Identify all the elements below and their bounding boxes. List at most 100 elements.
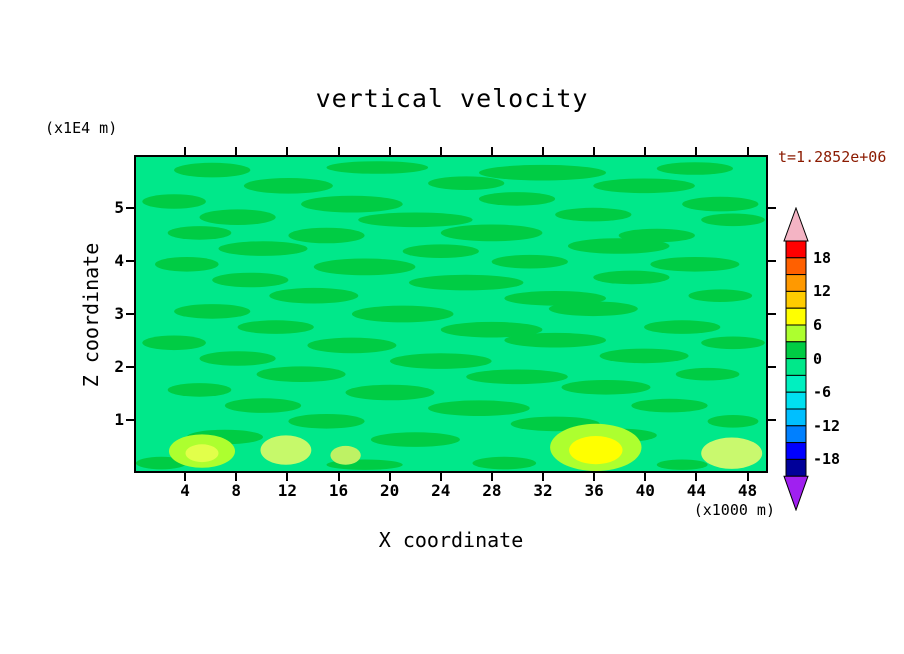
z-tick-label: 2 — [114, 357, 124, 376]
colorbar-cell — [785, 341, 807, 360]
x-tick-mark-bottom — [644, 473, 647, 481]
z-tick-label: 1 — [114, 410, 124, 429]
contour-streak — [351, 305, 454, 323]
contour-hotspot — [260, 435, 312, 465]
contour-streak — [707, 415, 759, 428]
x-tick-mark-top — [490, 147, 493, 155]
contour-hotspot — [330, 445, 361, 465]
x-tick-label: 32 — [533, 481, 553, 500]
contour-streak — [409, 274, 524, 291]
colorbar-cell — [785, 274, 807, 292]
z-tick-mark-left — [126, 313, 134, 315]
x-tick-mark-bottom — [593, 473, 596, 481]
colorbar-tick-label: 12 — [813, 282, 832, 301]
x-tick-mark-top — [337, 147, 340, 155]
contour-streak — [491, 254, 568, 269]
contour-streak — [599, 348, 689, 364]
x-tick-mark-top — [593, 147, 596, 155]
x-tick-mark-bottom — [695, 473, 698, 481]
z-tick-label: 5 — [114, 198, 124, 217]
contour-streak — [555, 207, 632, 222]
contour-streak — [326, 161, 429, 174]
contour-streak — [593, 178, 695, 194]
contour-streak — [688, 289, 753, 302]
contour-streak — [701, 213, 765, 227]
colorbar-tick-label: 0 — [813, 349, 823, 368]
contour-streak — [701, 336, 765, 350]
contour-streak — [199, 209, 276, 225]
z-tick-mark-right — [768, 260, 776, 262]
colorbar-tick-label: -6 — [813, 383, 832, 402]
contour-streak — [428, 400, 530, 416]
contour-streak — [650, 257, 740, 272]
colorbar-cell — [785, 442, 807, 460]
x-axis-units-label: (x1000 m) — [693, 501, 775, 519]
contour-streak — [593, 270, 670, 285]
contour-streak — [370, 432, 460, 447]
contour-streak — [313, 258, 416, 276]
contour-streak — [142, 194, 206, 209]
contour-streak — [466, 369, 568, 385]
time-annotation: t=1.2852e+06 — [778, 148, 887, 166]
contour-streak — [243, 178, 333, 194]
contour-streak — [472, 456, 537, 470]
x-tick-label: 48 — [737, 481, 758, 500]
contour-streak — [644, 320, 721, 334]
contour-streak — [440, 224, 543, 242]
z-tick-mark-right — [768, 313, 776, 315]
contour-streak — [142, 335, 206, 351]
colorbar — [783, 207, 809, 511]
colorbar-tick-label: 6 — [813, 316, 823, 334]
x-tick-mark-top — [644, 147, 647, 155]
colorbar-cell — [785, 257, 807, 276]
x-tick-mark-bottom — [184, 473, 187, 481]
x-tick-mark-bottom — [439, 473, 442, 481]
z-tick-mark-left — [126, 207, 134, 209]
colorbar-cell — [785, 425, 807, 444]
z-tick-label: 4 — [114, 251, 124, 270]
contour-streak — [199, 351, 276, 366]
x-tick-mark-bottom — [490, 473, 493, 481]
contour-streak — [440, 321, 543, 338]
contour-streak — [656, 459, 708, 470]
contour-streak — [390, 353, 492, 369]
contour-streak — [631, 398, 708, 413]
y-axis-title: Z coordinate — [79, 242, 103, 388]
colorbar-tick-label: 18 — [813, 248, 832, 267]
x-tick-label: 24 — [431, 481, 451, 500]
contour-streak — [656, 162, 734, 175]
x-tick-label: 36 — [584, 481, 604, 500]
x-tick-mark-bottom — [542, 473, 545, 481]
contour-streak — [218, 241, 308, 256]
contour-hotspot — [569, 436, 623, 465]
contour-streak — [174, 304, 251, 319]
contour-streak — [402, 244, 479, 258]
colorbar-cell — [785, 290, 807, 309]
x-tick-label: 40 — [635, 481, 655, 500]
contour-streak — [567, 238, 670, 254]
x-tick-mark-bottom — [746, 473, 749, 481]
colorbar-cell — [785, 240, 807, 259]
x-tick-mark-top — [388, 147, 391, 155]
contour-streak — [307, 337, 397, 354]
contour-streak — [167, 383, 232, 397]
colorbar-cell — [785, 358, 807, 376]
contour-streak — [224, 398, 302, 413]
colorbar-cell — [785, 458, 807, 477]
x-tick-label: 12 — [277, 481, 297, 500]
contour-streak — [479, 164, 606, 181]
contour-streak — [174, 162, 251, 178]
x-tick-mark-bottom — [286, 473, 289, 481]
contour-streak — [301, 195, 403, 213]
colorbar-under-arrow — [783, 475, 809, 511]
colorbar-tick-label: -18 — [813, 450, 841, 469]
x-tick-mark-top — [286, 147, 289, 155]
x-axis-title: X coordinate — [378, 528, 524, 552]
colorbar-cell — [785, 307, 807, 326]
contour-hotspot — [185, 444, 219, 463]
contour-streak — [675, 367, 740, 381]
x-tick-label: 44 — [686, 481, 707, 500]
x-tick-mark-top — [235, 147, 238, 155]
x-tick-mark-top — [542, 147, 545, 155]
z-tick-label: 3 — [114, 304, 124, 323]
